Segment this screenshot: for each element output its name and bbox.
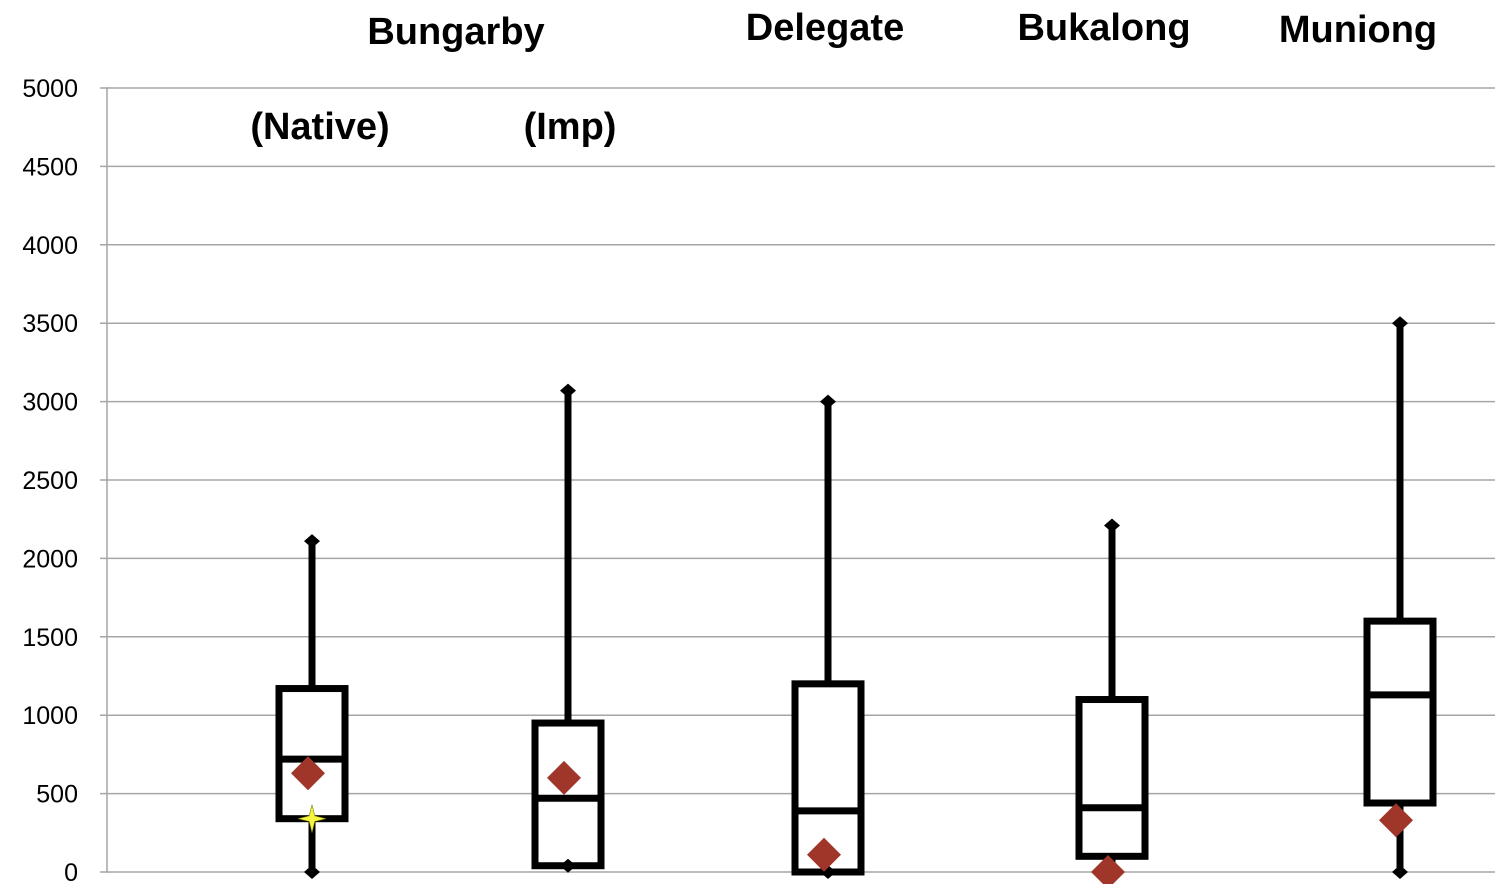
max-marker (304, 534, 320, 549)
box-group (1363, 316, 1437, 879)
y-tick-label: 1000 (22, 702, 78, 730)
y-tick-label: 5000 (22, 75, 78, 103)
mean-marker (547, 760, 581, 795)
star-marker (297, 804, 327, 833)
header-muniong: Muniong (1279, 9, 1437, 51)
y-tick-label: 1500 (22, 624, 78, 652)
y-tick-label: 0 (64, 859, 78, 884)
box-iqr (1075, 696, 1149, 860)
max-marker (820, 394, 836, 409)
max-marker (1104, 518, 1120, 533)
box-group (791, 394, 865, 879)
box-fill (1367, 621, 1433, 804)
mean-marker (291, 756, 325, 791)
y-tick-label: 4000 (22, 232, 78, 260)
box-iqr (1363, 617, 1437, 807)
group-headers: Bungarby Delegate Bukalong Muniong (Nati… (250, 7, 1437, 148)
min-marker (560, 858, 576, 873)
y-tick-label: 2500 (22, 467, 78, 495)
mean-marker (807, 837, 841, 872)
y-tick-label: 4500 (22, 153, 78, 181)
y-tick-label: 3000 (22, 389, 78, 417)
min-marker (304, 865, 320, 879)
box-group (531, 383, 605, 873)
header-bungarby: Bungarby (367, 11, 544, 53)
subheader-imp: (Imp) (524, 106, 617, 148)
y-tick-label: 2000 (22, 545, 78, 573)
box-fill (279, 688, 345, 819)
boxes (275, 316, 1437, 884)
box-group (275, 534, 349, 879)
y-axis-ticks: 0 500 1000 1500 2000 2500 3000 3500 4000 4500 5000 (22, 75, 78, 884)
min-marker (1392, 865, 1408, 879)
box-group (1075, 518, 1149, 884)
max-marker (1392, 316, 1408, 331)
header-delegate: Delegate (746, 7, 904, 49)
box-fill (795, 683, 861, 872)
y-tick-label: 3500 (22, 310, 78, 338)
header-bukalong: Bukalong (1017, 7, 1190, 49)
max-marker (560, 383, 576, 398)
mean-marker (1091, 855, 1125, 884)
subheader-native: (Native) (250, 106, 389, 148)
box-fill (1079, 699, 1145, 857)
box-fill (535, 723, 601, 866)
y-tick-label: 500 (36, 781, 78, 809)
mean-marker (1379, 803, 1413, 838)
